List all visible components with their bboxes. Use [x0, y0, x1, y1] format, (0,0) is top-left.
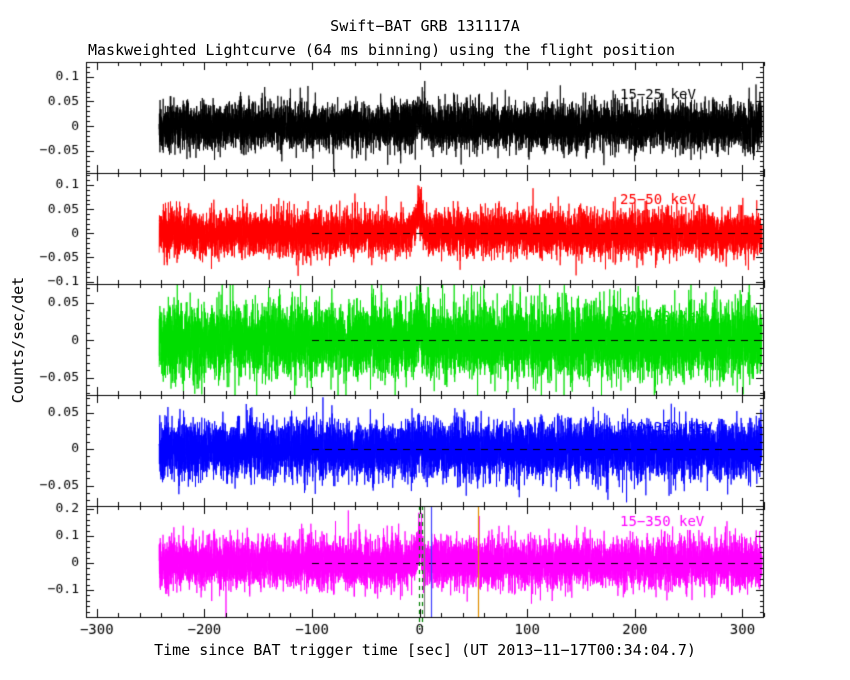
y-axis-label: Counts/sec/det — [9, 276, 27, 404]
x-axis-label: Time since BAT trigger time [sec] (UT 20… — [154, 641, 696, 659]
chart-title: Swift−BAT GRB 131117A — [330, 17, 520, 35]
chart-subtitle: Maskweighted Lightcurve (64 ms binning) … — [88, 41, 675, 59]
